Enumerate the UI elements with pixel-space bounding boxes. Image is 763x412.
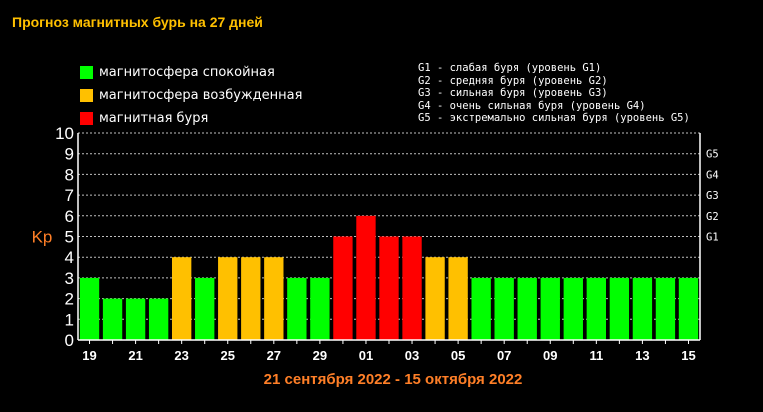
bar <box>609 277 630 340</box>
bar <box>425 257 445 340</box>
y-axis-label: Kp <box>32 228 53 247</box>
g-scale-legend: G1 - слабая буря (уровень G1) G2 - средн… <box>418 62 690 125</box>
bar <box>333 236 353 340</box>
y-tick-label: 8 <box>65 165 74 184</box>
x-tick-label: 15 <box>681 348 695 363</box>
x-tick-label: 09 <box>543 348 557 363</box>
legend-item-active: магнитосфера возбужденная <box>80 85 302 105</box>
bar <box>402 236 422 340</box>
y-tick-label: 2 <box>65 290 74 309</box>
x-tick-label: 03 <box>405 348 419 363</box>
legend-label-quiet: магнитосфера спокойная <box>99 64 275 80</box>
bar <box>471 277 491 340</box>
x-tick-label: 19 <box>82 348 96 363</box>
bar <box>310 277 330 340</box>
g-scale-line-g3: G3 - сильная буря (уровень G3) <box>418 87 608 99</box>
legend-swatch-quiet <box>80 65 93 79</box>
bar <box>218 257 238 340</box>
y-tick-label: 3 <box>65 269 74 288</box>
bar <box>655 277 676 340</box>
x-tick-label: 25 <box>221 348 235 363</box>
g-level-label: G5 <box>706 149 719 161</box>
y-tick-label: 4 <box>65 248 74 267</box>
bar <box>79 277 100 340</box>
bar <box>379 236 399 340</box>
bar <box>586 277 607 340</box>
bar <box>448 257 468 340</box>
bar <box>540 277 560 340</box>
legend-item-storm: магнитная буря <box>80 108 302 128</box>
x-tick-label: 05 <box>451 348 465 363</box>
legend-swatch-active <box>80 88 93 102</box>
x-tick-label: 11 <box>589 348 603 363</box>
bar <box>171 257 192 340</box>
legend-label-storm: магнитная буря <box>99 110 209 126</box>
g-level-label: G3 <box>706 190 719 202</box>
date-range-label: 21 сентября 2022 - 15 октября 2022 <box>264 371 523 388</box>
bar <box>148 298 169 340</box>
x-tick-label: 21 <box>128 348 142 363</box>
y-tick-label: 5 <box>65 228 74 247</box>
bar <box>356 215 376 340</box>
y-tick-label: 7 <box>65 186 74 205</box>
x-tick-label: 07 <box>497 348 511 363</box>
y-tick-label: 9 <box>65 145 74 164</box>
bar <box>494 277 514 340</box>
g-scale-line-g2: G2 - средняя буря (уровень G2) <box>418 74 608 87</box>
legend: магнитосфера спокойная магнитосфера возб… <box>80 62 302 131</box>
bar <box>264 257 284 340</box>
bar <box>241 257 261 340</box>
x-tick-label: 27 <box>267 348 281 363</box>
bar <box>563 277 583 340</box>
x-tick-label: 29 <box>313 348 327 363</box>
legend-swatch-storm <box>80 111 93 125</box>
legend-item-quiet: магнитосфера спокойная <box>80 62 302 82</box>
g-level-label: G1 <box>706 232 719 244</box>
bar <box>287 277 307 340</box>
g-scale-line-g5: G5 - экстремально сильная буря (уровень … <box>418 112 690 124</box>
x-tick-label: 23 <box>174 348 188 363</box>
bar <box>195 277 215 340</box>
g-scale-line-g4: G4 - очень сильная буря (уровень G4) <box>418 99 646 112</box>
chart-title: Прогноз магнитных бурь на 27 дней <box>12 14 263 30</box>
y-tick-label: 0 <box>65 331 74 350</box>
bar <box>632 277 653 340</box>
g-level-label: G2 <box>706 211 719 223</box>
g-scale-line-g1: G1 - слабая буря (уровень G1) <box>418 62 602 74</box>
bar <box>125 298 146 340</box>
y-tick-label: 10 <box>55 124 74 143</box>
x-tick-label: 13 <box>635 348 649 363</box>
bar <box>102 298 123 340</box>
bar <box>517 277 537 340</box>
g-level-label: G4 <box>706 169 719 181</box>
legend-label-active: магнитосфера возбужденная <box>99 87 303 103</box>
y-tick-label: 6 <box>65 207 74 226</box>
x-tick-label: 01 <box>359 348 373 363</box>
bar <box>678 277 699 340</box>
y-tick-label: 1 <box>65 310 74 329</box>
